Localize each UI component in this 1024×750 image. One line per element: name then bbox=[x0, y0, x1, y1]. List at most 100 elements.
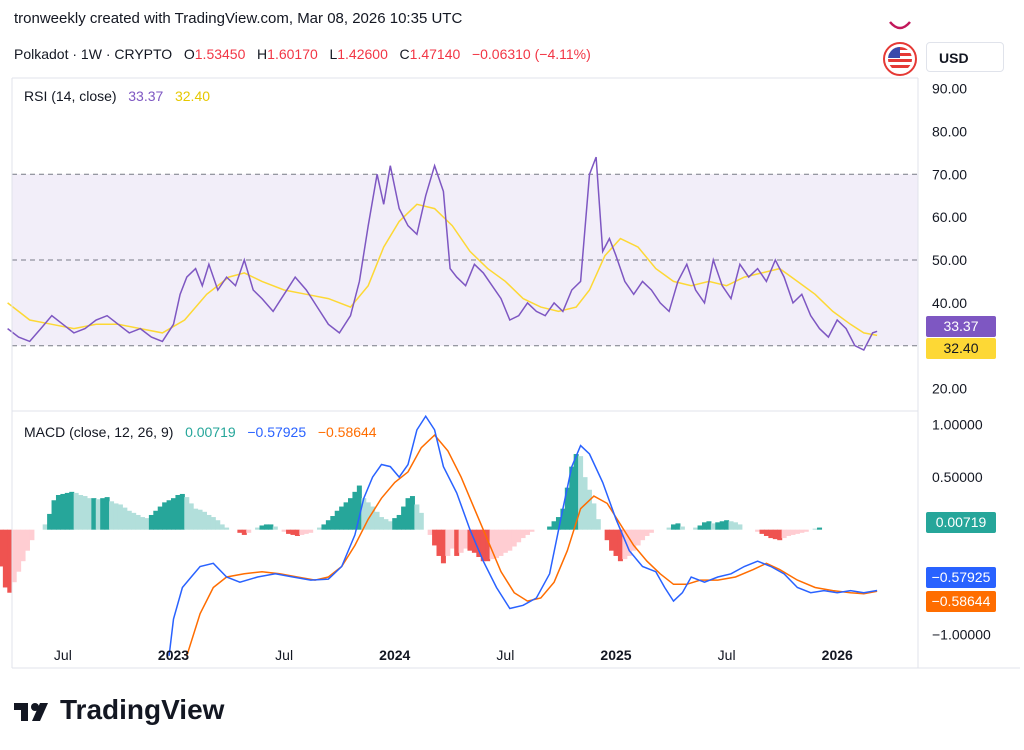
macd-histogram-bar bbox=[679, 526, 685, 530]
macd-histogram-bar bbox=[697, 525, 703, 530]
macd-histogram-bar bbox=[569, 466, 575, 530]
macd-histogram-bar bbox=[2, 529, 8, 588]
macd-histogram-bar bbox=[555, 517, 561, 530]
rsi-ma-value: 32.40 bbox=[174, 88, 211, 104]
macd-histogram-bar bbox=[812, 528, 818, 530]
x-tick-label: Jul bbox=[496, 647, 514, 663]
macd-histogram-bar bbox=[582, 477, 588, 530]
macd-histogram-bar bbox=[489, 529, 495, 560]
rsi-ma-line bbox=[7, 203, 878, 337]
macd-histogram-bar bbox=[378, 517, 384, 530]
macd-histogram-bar bbox=[144, 518, 150, 530]
rsi-line bbox=[7, 156, 878, 351]
rsi-value: 33.37 bbox=[128, 88, 164, 104]
macd-histogram-bar bbox=[109, 501, 115, 530]
macd-histogram-bar bbox=[724, 520, 730, 530]
macd-histogram-bar bbox=[790, 529, 796, 535]
rsi-legend[interactable]: RSI (14, close) 33.37 32.40 bbox=[24, 88, 210, 104]
x-tick-label: Jul bbox=[54, 647, 72, 663]
macd-histogram-bar bbox=[409, 496, 415, 530]
macd-histogram-bar bbox=[547, 526, 553, 530]
macd-histogram-bar bbox=[794, 529, 800, 534]
macd-histogram-bar bbox=[290, 529, 296, 535]
macd-histogram-bar bbox=[617, 529, 623, 562]
macd-histogram-bar bbox=[511, 529, 517, 547]
currency-selector[interactable]: USD bbox=[926, 42, 1004, 72]
x-tick-label: 2023 bbox=[158, 647, 189, 663]
macd-histogram-bar bbox=[401, 506, 407, 530]
macd-histogram-bar bbox=[175, 495, 181, 530]
macd-histogram-bar bbox=[436, 529, 442, 556]
macd-histogram-bar bbox=[24, 529, 30, 551]
macd-histogram-bar bbox=[728, 521, 734, 530]
macd-histogram-bar bbox=[772, 529, 778, 540]
macd-histogram-bar bbox=[86, 498, 92, 530]
macd-histogram-bar bbox=[396, 514, 402, 530]
macd-histogram-bar bbox=[365, 502, 371, 530]
macd-histogram-bar bbox=[374, 511, 380, 530]
macd-histogram-bar bbox=[737, 524, 743, 530]
macd-histogram-bar bbox=[383, 519, 389, 530]
macd-histogram-bar bbox=[352, 491, 358, 530]
macd-histogram-bar bbox=[525, 529, 531, 535]
macd-y-tick: −1.00000 bbox=[932, 627, 991, 643]
macd-legend[interactable]: MACD (close, 12, 26, 9) 0.00719 −0.57925… bbox=[24, 424, 377, 440]
macd-histogram-bar bbox=[29, 529, 35, 541]
us-flag-icon[interactable] bbox=[883, 42, 917, 76]
macd-histogram-bar bbox=[693, 527, 699, 530]
macd-histogram-bar bbox=[7, 529, 13, 593]
macd-histogram-bar bbox=[179, 493, 185, 530]
macd-line-value: −0.57925 bbox=[247, 424, 307, 440]
macd-histogram-bar bbox=[635, 529, 641, 546]
macd-histogram-bar bbox=[0, 529, 4, 567]
rsi-y-tick: 40.00 bbox=[932, 295, 967, 311]
macd-histogram-bar bbox=[356, 485, 362, 530]
macd-histogram-bar bbox=[507, 529, 513, 551]
macd-signal-price-tag: −0.58644 bbox=[926, 591, 996, 612]
logo-text: TradingView bbox=[60, 694, 225, 725]
macd-histogram-bar bbox=[648, 529, 654, 533]
macd-histogram-bar bbox=[16, 529, 22, 572]
circle-menu-icon[interactable] bbox=[887, 20, 913, 38]
macd-signal-line bbox=[186, 434, 878, 657]
macd-histogram-bar bbox=[122, 507, 128, 530]
macd-histogram-bar bbox=[440, 529, 446, 564]
macd-signal-value: −0.58644 bbox=[317, 424, 377, 440]
macd-histogram-bar bbox=[710, 523, 716, 530]
macd-histogram-bar bbox=[732, 522, 738, 530]
tradingview-logo[interactable]: TradingView bbox=[14, 694, 224, 726]
rsi-pane: 90.00 80.00 70.00 60.00 50.00 40.00 20.00 bbox=[7, 81, 967, 397]
macd-histogram-bar bbox=[308, 529, 314, 533]
macd-histogram-bar bbox=[445, 529, 451, 556]
rsi-y-tick: 70.00 bbox=[932, 166, 967, 182]
macd-histogram-bar bbox=[786, 529, 792, 536]
macd-histogram-bar bbox=[498, 529, 504, 556]
macd-histogram-bar bbox=[418, 512, 424, 530]
macd-histogram-bar bbox=[427, 529, 433, 535]
rsi-y-tick: 80.00 bbox=[932, 123, 967, 139]
macd-histogram-bar bbox=[768, 529, 774, 539]
macd-histogram-bar bbox=[263, 524, 269, 530]
close-label: C bbox=[399, 46, 410, 62]
macd-histogram-bar bbox=[609, 529, 615, 551]
macd-histogram-bar bbox=[210, 517, 216, 530]
macd-histogram-bar bbox=[586, 489, 592, 530]
macd-histogram-bar bbox=[573, 454, 579, 530]
macd-histogram-bar bbox=[494, 529, 500, 559]
macd-histogram-bar bbox=[47, 513, 53, 530]
symbol-title[interactable]: Polkadot · 1W · CRYPTO bbox=[14, 46, 173, 62]
macd-histogram-bar bbox=[755, 529, 761, 532]
macd-histogram-bar bbox=[113, 503, 119, 530]
macd-histogram-bar bbox=[719, 521, 725, 530]
macd-histogram-bar bbox=[622, 529, 628, 560]
macd-histogram-bar bbox=[520, 529, 526, 539]
macd-histogram-bar bbox=[241, 529, 247, 535]
macd-histogram-bar bbox=[334, 510, 340, 530]
macd-histogram-bar bbox=[414, 504, 420, 530]
x-tick-label: 2024 bbox=[379, 647, 410, 663]
macd-histogram-bar bbox=[370, 506, 376, 530]
macd-histogram-bar bbox=[666, 527, 672, 530]
macd-histogram-bar bbox=[78, 495, 84, 530]
low-value: 1.42600 bbox=[337, 46, 388, 62]
